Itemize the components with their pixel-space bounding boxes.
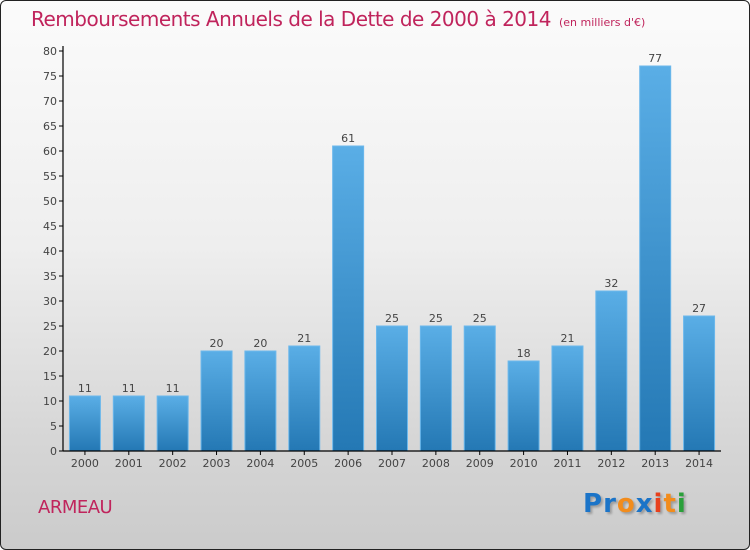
bar-2009	[463, 325, 496, 452]
bar-2003	[200, 350, 233, 452]
y-tick-label-45: 45	[43, 220, 57, 233]
y-tick-label-15: 15	[43, 370, 57, 383]
x-tick-label-2000: 2000	[71, 457, 99, 470]
y-tick-label-0: 0	[50, 445, 57, 458]
bar-2014	[683, 315, 716, 452]
proxiti-logo[interactable]: Proxiti	[583, 489, 687, 519]
bars-group	[68, 65, 716, 452]
data-label-2002: 11	[166, 382, 180, 395]
y-tick-label-30: 30	[43, 295, 57, 308]
x-tick-label-2002: 2002	[159, 457, 187, 470]
bar-2006	[332, 145, 365, 452]
y-tick-label-10: 10	[43, 395, 57, 408]
x-tick-label-2003: 2003	[203, 457, 231, 470]
x-tick-label-2007: 2007	[378, 457, 406, 470]
bar-2013	[639, 65, 672, 452]
logo-letter: t	[663, 489, 677, 519]
x-tick-label-2008: 2008	[422, 457, 450, 470]
logo-letter: x	[635, 489, 654, 519]
x-tick-label-2010: 2010	[510, 457, 538, 470]
chart-title-text: Remboursements Annuels de la Dette de 20…	[31, 7, 551, 31]
data-label-2007: 25	[385, 312, 399, 325]
bar-2004	[244, 350, 277, 452]
x-tick-label-2005: 2005	[290, 457, 318, 470]
bar-2011	[551, 345, 584, 452]
x-tick-label-2012: 2012	[597, 457, 625, 470]
chart-unit-note: (en milliers d'€)	[558, 16, 646, 29]
bar-2002	[156, 395, 189, 452]
labels-group: 1120001120011120022020032020042120056120…	[43, 45, 713, 470]
x-tick-label-2006: 2006	[334, 457, 362, 470]
y-tick-label-70: 70	[43, 95, 57, 108]
y-tick-label-80: 80	[43, 45, 57, 58]
bar-2007	[376, 325, 408, 452]
data-label-2006: 61	[341, 132, 355, 145]
data-label-2004: 20	[253, 337, 267, 350]
y-tick-label-20: 20	[43, 345, 57, 358]
data-label-2001: 11	[122, 382, 136, 395]
y-tick-label-55: 55	[43, 170, 57, 183]
x-tick-label-2011: 2011	[553, 457, 581, 470]
bar-2008	[419, 325, 452, 452]
logo-letter: o	[616, 489, 636, 519]
x-tick-label-2001: 2001	[115, 457, 143, 470]
x-tick-label-2013: 2013	[641, 457, 669, 470]
y-tick-label-5: 5	[50, 420, 57, 433]
data-label-2012: 32	[604, 277, 618, 290]
logo-letter: i	[653, 489, 664, 519]
y-tick-label-65: 65	[43, 120, 57, 133]
y-tick-label-75: 75	[43, 70, 57, 83]
logo-letter: r	[603, 489, 617, 519]
data-label-2000: 11	[78, 382, 92, 395]
data-label-2010: 18	[517, 347, 531, 360]
bar-2010	[507, 360, 540, 452]
x-tick-label-2014: 2014	[685, 457, 713, 470]
data-label-2013: 77	[648, 52, 662, 65]
data-label-2005: 21	[297, 332, 311, 345]
x-tick-label-2009: 2009	[466, 457, 494, 470]
data-label-2014: 27	[692, 302, 706, 315]
bar-2001	[112, 395, 145, 452]
x-tick-label-2004: 2004	[246, 457, 274, 470]
bar-2000	[68, 395, 101, 452]
y-tick-label-60: 60	[43, 145, 57, 158]
data-label-2008: 25	[429, 312, 443, 325]
axes-group	[59, 46, 721, 455]
data-label-2003: 20	[210, 337, 224, 350]
y-tick-label-25: 25	[43, 320, 57, 333]
y-tick-label-50: 50	[43, 195, 57, 208]
logo-letter: i	[676, 489, 687, 519]
logo-letter: P	[583, 489, 604, 519]
bar-2012	[595, 290, 628, 452]
data-label-2009: 25	[473, 312, 487, 325]
data-label-2011: 21	[560, 332, 574, 345]
bar-2005	[288, 345, 321, 452]
y-tick-label-40: 40	[43, 245, 57, 258]
y-tick-label-35: 35	[43, 270, 57, 283]
chart-title: Remboursements Annuels de la Dette de 20…	[31, 7, 645, 31]
commune-name: ARMEAU	[38, 497, 113, 518]
